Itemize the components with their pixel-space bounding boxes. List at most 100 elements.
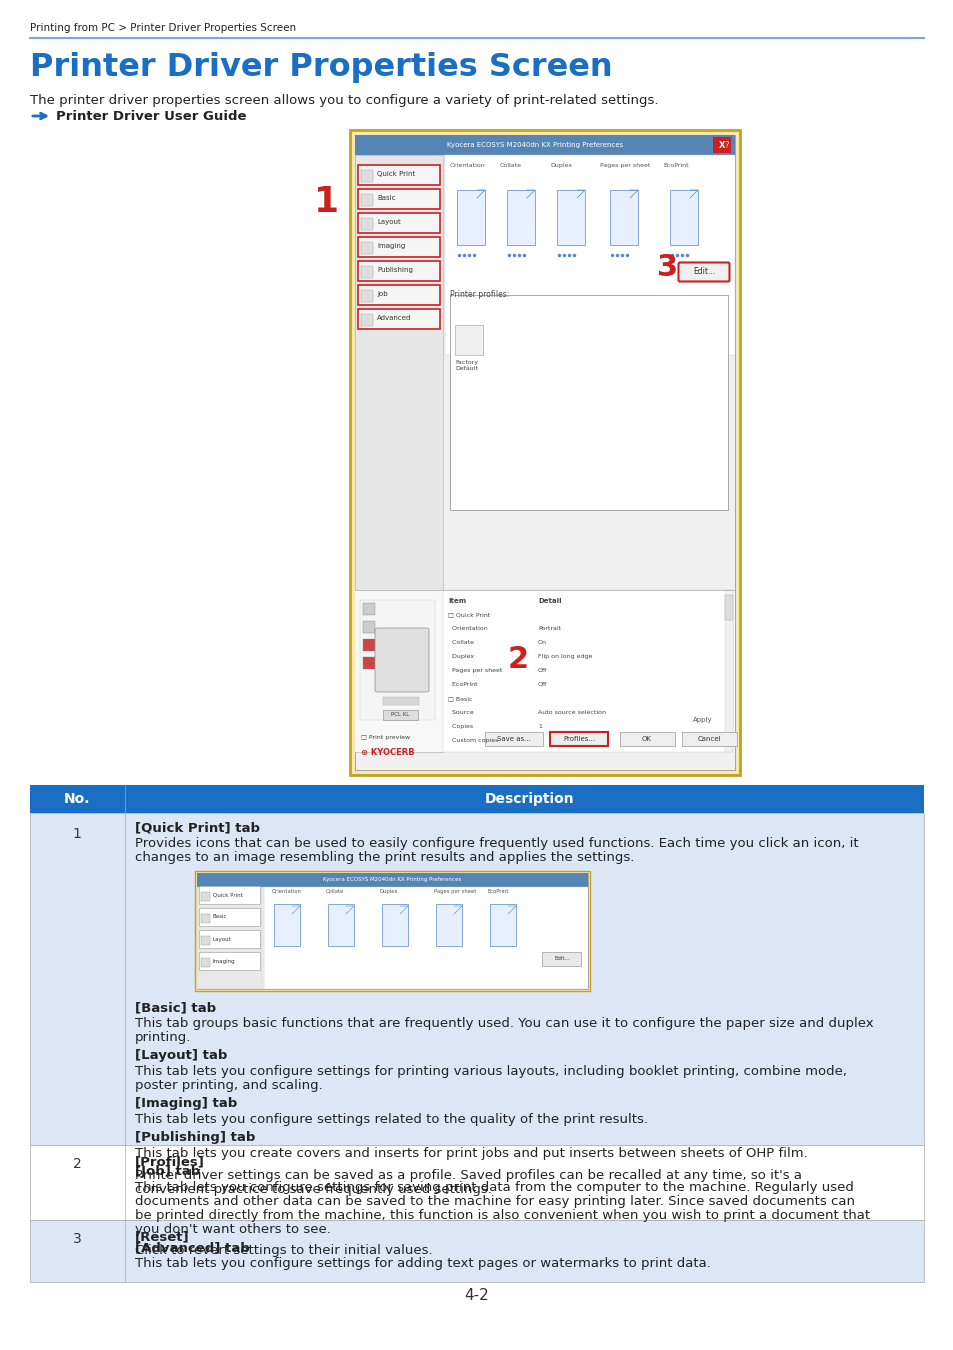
Text: Auto source selection: Auto source selection <box>537 710 605 716</box>
Text: Layout: Layout <box>376 219 400 225</box>
Text: Edit...: Edit... <box>554 957 569 961</box>
Text: [Layout] tab: [Layout] tab <box>135 1049 227 1062</box>
Bar <box>196 873 587 887</box>
FancyBboxPatch shape <box>542 953 581 967</box>
Text: Orientation: Orientation <box>272 890 301 894</box>
Text: On: On <box>537 640 546 645</box>
Text: Save as...: Save as... <box>497 736 531 742</box>
FancyBboxPatch shape <box>199 886 260 904</box>
Text: Copies: Copies <box>448 724 473 729</box>
Text: Kyocera ECOSYS M2040dn KX Printing Preferences: Kyocera ECOSYS M2040dn KX Printing Prefe… <box>323 878 461 883</box>
Text: Basic: Basic <box>213 914 227 919</box>
FancyBboxPatch shape <box>357 238 439 256</box>
Text: This tab lets you configure settings for adding text pages or watermarks to prin: This tab lets you configure settings for… <box>135 1257 710 1270</box>
Text: This tab lets you configure settings for printing various layouts, including boo: This tab lets you configure settings for… <box>135 1065 846 1079</box>
Bar <box>444 155 734 355</box>
Text: [Profiles]: [Profiles] <box>135 1156 205 1168</box>
Text: Kyocera ECOSYS M2040dn KX Printing Preferences: Kyocera ECOSYS M2040dn KX Printing Prefe… <box>446 142 622 148</box>
Bar <box>363 639 375 651</box>
Bar <box>194 871 589 991</box>
Text: Off: Off <box>537 682 547 687</box>
Bar <box>382 697 418 705</box>
FancyBboxPatch shape <box>357 213 439 234</box>
FancyBboxPatch shape <box>357 165 439 185</box>
Bar <box>724 595 732 620</box>
Text: Collate: Collate <box>326 890 344 894</box>
Text: EcoPrint: EcoPrint <box>488 890 509 894</box>
Bar <box>681 732 737 747</box>
Bar <box>484 732 542 747</box>
FancyBboxPatch shape <box>357 309 439 329</box>
Text: [Quick Print] tab: [Quick Print] tab <box>135 821 260 834</box>
Text: EcoPrint: EcoPrint <box>662 163 688 167</box>
Text: Apply: Apply <box>693 717 712 724</box>
Bar <box>363 657 375 670</box>
Text: [Imaging] tab: [Imaging] tab <box>135 1098 237 1110</box>
Text: be printed directly from the machine, this function is also convenient when you : be printed directly from the machine, th… <box>135 1210 869 1222</box>
Text: Collate: Collate <box>448 640 474 645</box>
Bar <box>355 155 442 752</box>
Text: No.: No. <box>64 792 91 806</box>
Bar <box>201 892 210 900</box>
Bar <box>619 732 675 747</box>
Bar <box>355 135 734 770</box>
Bar <box>355 135 734 155</box>
Text: Printer Driver Properties Screen: Printer Driver Properties Screen <box>30 53 612 82</box>
Bar <box>490 904 516 946</box>
Text: This tab lets you create covers and inserts for print jobs and put inserts betwe: This tab lets you create covers and inse… <box>135 1148 807 1160</box>
Text: Printer Driver User Guide: Printer Driver User Guide <box>56 109 246 123</box>
Text: Pages per sheet: Pages per sheet <box>448 668 502 674</box>
Text: Flip on long edge: Flip on long edge <box>537 653 592 659</box>
FancyBboxPatch shape <box>199 909 260 926</box>
Text: 2: 2 <box>72 1157 81 1170</box>
Text: 2: 2 <box>507 645 528 675</box>
Text: Imaging: Imaging <box>213 958 235 964</box>
Bar <box>30 784 923 813</box>
Bar <box>436 904 461 946</box>
Bar <box>712 136 730 153</box>
Text: [Advanced] tab: [Advanced] tab <box>135 1241 250 1254</box>
Text: Duplex: Duplex <box>550 163 572 167</box>
Bar <box>609 190 638 244</box>
Text: documents and other data can be saved to the machine for easy printing later. Si: documents and other data can be saved to… <box>135 1195 854 1208</box>
Text: [Publishing] tab: [Publishing] tab <box>135 1131 255 1143</box>
Text: Layout: Layout <box>213 937 232 941</box>
Text: [Reset]: [Reset] <box>135 1230 190 1243</box>
Bar <box>201 958 210 967</box>
Text: This tab lets you configure settings for saving print data from the computer to : This tab lets you configure settings for… <box>135 1181 853 1193</box>
Text: Provides icons that can be used to easily configure frequently used functions. E: Provides icons that can be used to easil… <box>135 837 858 850</box>
Text: Advanced: Advanced <box>376 315 411 321</box>
Text: 3: 3 <box>657 254 678 282</box>
Bar <box>442 590 732 752</box>
Bar <box>360 290 373 302</box>
Text: Description: Description <box>485 792 575 806</box>
Text: Factory
Default: Factory Default <box>455 360 477 371</box>
FancyBboxPatch shape <box>679 713 724 728</box>
Bar <box>363 603 375 616</box>
Text: Imaging: Imaging <box>376 243 405 248</box>
Bar <box>30 1220 923 1282</box>
Bar <box>264 887 587 990</box>
Text: PCL KL: PCL KL <box>391 713 409 717</box>
Text: Click to revert settings to their initial values.: Click to revert settings to their initia… <box>135 1243 432 1257</box>
Text: Orientation: Orientation <box>450 163 485 167</box>
Text: Duplex: Duplex <box>448 653 474 659</box>
Text: Cancel: Cancel <box>697 736 720 742</box>
Text: Detail: Detail <box>537 598 561 603</box>
Text: [Job] tab: [Job] tab <box>135 1165 200 1179</box>
Text: □ Quick Print: □ Quick Print <box>448 612 490 617</box>
Text: Custom copies: Custom copies <box>448 738 497 742</box>
Text: Pages per sheet: Pages per sheet <box>599 163 650 167</box>
Text: [Basic] tab: [Basic] tab <box>135 1000 216 1014</box>
FancyBboxPatch shape <box>678 262 729 282</box>
Bar <box>201 914 210 923</box>
Bar <box>669 190 698 244</box>
Bar <box>30 813 923 1145</box>
Bar <box>456 190 484 244</box>
Bar <box>359 599 435 720</box>
Text: ⊛ KYOCERB: ⊛ KYOCERB <box>360 748 415 757</box>
Text: Item: Item <box>448 598 466 603</box>
Bar <box>201 936 210 945</box>
Bar <box>363 621 375 633</box>
Bar <box>455 325 482 355</box>
